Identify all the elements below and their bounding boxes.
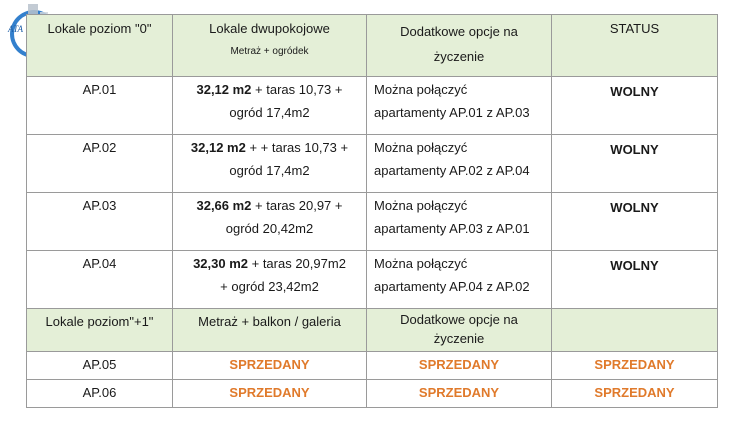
header-options-2: Dodatkowe opcje na życzenie [366, 308, 552, 352]
options-line2: apartamenty AP.02 z AP.04 [374, 163, 530, 178]
options-line1: Można połączyć [374, 82, 468, 97]
area-garden: ogród 17,4m2 [229, 105, 310, 120]
apartment-area: 32,66 m2 + taras 20,97 + ogród 20,42m2 [172, 192, 367, 251]
apartment-options: Można połączyć apartamenty AP.02 z AP.04 [366, 134, 552, 193]
apartment-status: WOLNY [551, 134, 718, 193]
header-row-level-0: Lokale poziom "0" Lokale dwupokojowe Met… [26, 14, 718, 77]
area-main: 32,12 m2 [196, 82, 252, 97]
options-line1: Można połączyć [374, 198, 468, 213]
header-status-2 [551, 308, 718, 352]
header-options-line1: Dodatkowe opcje na [400, 24, 518, 39]
logo-text-line1: ATA [8, 24, 23, 34]
status-badge: WOLNY [610, 200, 659, 215]
options-line1: Można połączyć [374, 140, 468, 155]
table-row: AP.04 32,30 m2 + taras 20,97m2 + ogród 23,… [26, 250, 718, 309]
apartment-id: AP.06 [26, 379, 173, 408]
area-main: 32,12 m2 [190, 140, 246, 155]
apartment-options: Można połączyć apartamenty AP.01 z AP.03 [366, 76, 552, 135]
apartments-table: Lokale poziom "0" Lokale dwupokojowe Met… [26, 14, 718, 408]
table-row: AP.02 32,12 m2 + + taras 10,73 + ogród 17,… [26, 134, 718, 193]
options-line1: Można połączyć [374, 256, 468, 271]
header-two-room-title: Lokale dwupokojowe [209, 21, 330, 36]
area-garden: + ogród 23,42m2 [220, 279, 319, 294]
apartment-id: AP.03 [26, 192, 173, 251]
table-row: AP.03 32,66 m2 + taras 20,97 + ogród 20,42… [26, 192, 718, 251]
sold-options: SPRZEDANY [366, 379, 552, 408]
sold-area: SPRZEDANY [172, 351, 367, 380]
header-options-line2: życzenie [433, 49, 485, 64]
apartment-status: WOLNY [551, 76, 718, 135]
header-row-level-1: Lokale poziom"+1" Metraż + balkon / gale… [26, 308, 718, 352]
area-extra: + taras 10,73 + [251, 82, 343, 97]
status-badge: WOLNY [610, 142, 659, 157]
options-line2: apartamenty AP.03 z AP.01 [374, 221, 530, 236]
header-options: Dodatkowe opcje na życzenie [366, 14, 552, 77]
table-row: AP.01 32,12 m2 + taras 10,73 + ogród 17,4m… [26, 76, 718, 135]
header-status: STATUS [551, 14, 718, 77]
header-balcony: Metraż + balkon / galeria [172, 308, 367, 352]
sold-area: SPRZEDANY [172, 379, 367, 408]
area-main: 32,66 m2 [196, 198, 252, 213]
apartment-options: Można połączyć apartamenty AP.03 z AP.01 [366, 192, 552, 251]
header-level-1: Lokale poziom"+1" [26, 308, 173, 352]
sold-status: SPRZEDANY [551, 351, 718, 380]
header-two-room-sub: Metraż + ogródek [230, 46, 309, 57]
area-extra: + + taras 10,73 + [245, 140, 349, 155]
apartment-status: WOLNY [551, 192, 718, 251]
apartment-area: 32,12 m2 + + taras 10,73 + ogród 17,4m2 [172, 134, 367, 193]
area-extra: + taras 20,97m2 [248, 256, 346, 271]
options-line2: apartamenty AP.01 z AP.03 [374, 105, 530, 120]
status-badge: WOLNY [610, 258, 659, 273]
apartment-options: Można połączyć apartamenty AP.04 z AP.02 [366, 250, 552, 309]
header-two-room: Lokale dwupokojowe Metraż + ogródek [172, 14, 367, 77]
apartment-area: 32,12 m2 + taras 10,73 + ogród 17,4m2 [172, 76, 367, 135]
area-main: 32,30 m2 [193, 256, 248, 271]
apartment-status: WOLNY [551, 250, 718, 309]
area-extra: + taras 20,97 + [251, 198, 343, 213]
options-line2: apartamenty AP.04 z AP.02 [374, 279, 530, 294]
area-garden: ogród 20,42m2 [225, 221, 314, 236]
apartment-id: AP.01 [26, 76, 173, 135]
apartment-id: AP.04 [26, 250, 173, 309]
apartment-id: AP.02 [26, 134, 173, 193]
apartment-id: AP.05 [26, 351, 173, 380]
table-row: AP.05 SPRZEDANY SPRZEDANY SPRZEDANY [26, 351, 718, 380]
sold-status: SPRZEDANY [551, 379, 718, 408]
apartment-area: 32,30 m2 + taras 20,97m2 + ogród 23,42m2 [172, 250, 367, 309]
status-badge: WOLNY [610, 84, 659, 99]
table-row: AP.06 SPRZEDANY SPRZEDANY SPRZEDANY [26, 379, 718, 408]
area-garden: ogród 17,4m2 [229, 163, 310, 178]
header-level-0: Lokale poziom "0" [26, 14, 173, 77]
sold-options: SPRZEDANY [366, 351, 552, 380]
